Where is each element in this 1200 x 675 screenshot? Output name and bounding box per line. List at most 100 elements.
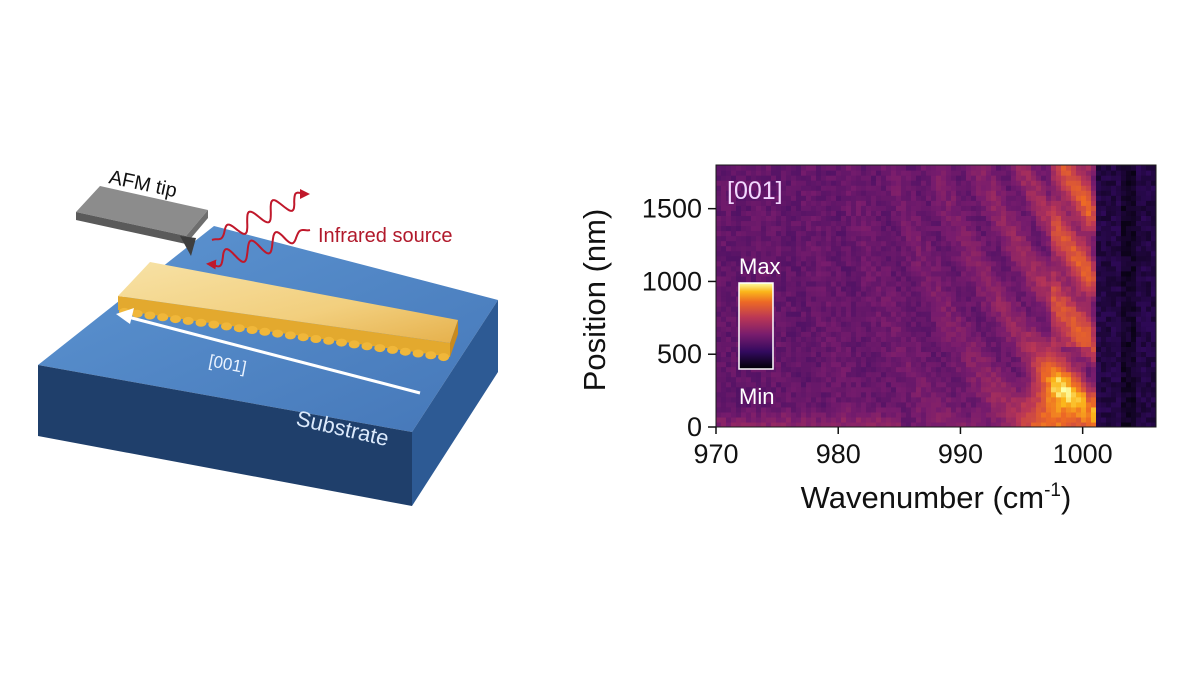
heatmap-cell [771, 230, 777, 237]
heatmap-cell [736, 205, 742, 211]
heatmap-cell [871, 225, 877, 232]
heatmap-cell [1116, 215, 1122, 222]
heatmap-cell [721, 321, 727, 327]
heatmap-cell [1071, 421, 1077, 427]
heatmap-cell [1041, 401, 1047, 408]
heatmap-cell [1121, 381, 1127, 388]
heatmap-cell [781, 341, 787, 347]
heatmap-cell [1126, 351, 1132, 358]
heatmap-cell [1151, 301, 1156, 307]
heatmap-cell [1066, 250, 1072, 257]
heatmap-cell [836, 306, 842, 312]
heatmap-cell [791, 381, 797, 388]
heatmap-cell [1036, 386, 1042, 393]
heatmap-cell [1106, 296, 1112, 302]
heatmap-cell [1116, 280, 1122, 287]
heatmap-cell [771, 366, 777, 373]
heatmap-cell [916, 195, 922, 201]
heatmap-cell [881, 235, 887, 242]
heatmap-cell [786, 351, 792, 358]
heatmap-cell [781, 290, 787, 297]
heatmap-cell [976, 230, 982, 237]
heatmap-cell [996, 401, 1002, 408]
heatmap-cell [831, 411, 837, 418]
heatmap-cell [1031, 290, 1037, 297]
heatmap-cell [1051, 306, 1057, 312]
heatmap-cell [1001, 260, 1007, 267]
heatmap-cell [801, 225, 807, 232]
heatmap-cell [971, 210, 977, 216]
heatmap-cell [891, 356, 897, 363]
heatmap-cell [716, 351, 722, 358]
heatmap-cell [816, 200, 822, 206]
heatmap-cell [751, 165, 757, 171]
heatmap-cell [961, 321, 967, 327]
heatmap-cell [1091, 331, 1097, 337]
heatmap-cell [1036, 245, 1042, 252]
heatmap-cell [1141, 225, 1147, 232]
heatmap-cell [931, 265, 937, 272]
heatmap-cell [891, 240, 897, 247]
heatmap-cell [811, 421, 817, 427]
heatmap-cell [1081, 175, 1087, 181]
heatmap-cell [716, 376, 722, 383]
heatmap-cell [896, 356, 902, 363]
heatmap-cell [861, 215, 867, 222]
heatmap-cell [906, 200, 912, 206]
heatmap-cell [786, 321, 792, 327]
heatmap-cell [1026, 285, 1032, 292]
heatmap-cell [746, 230, 752, 237]
heatmap-cell [851, 386, 857, 393]
heatmap-cell [756, 401, 762, 408]
heatmap-cell [826, 265, 832, 272]
heatmap-cell [966, 371, 972, 378]
heatmap-cell [981, 255, 987, 262]
edge-bump [297, 333, 309, 342]
heatmap-cell [946, 195, 952, 201]
heatmap-cell [1006, 245, 1012, 252]
heatmap-cell [771, 210, 777, 216]
heatmap-cell [821, 341, 827, 347]
heatmap-cell [901, 270, 907, 277]
heatmap-cell [876, 306, 882, 312]
heatmap-cell [1151, 265, 1156, 272]
heatmap-cell [896, 301, 902, 307]
heatmap-cell [1036, 411, 1042, 418]
heatmap-cell [796, 386, 802, 393]
heatmap-cell [786, 356, 792, 363]
heatmap-cell [996, 205, 1002, 211]
heatmap-cell [936, 165, 942, 171]
heatmap-cell [1116, 180, 1122, 186]
heatmap-cell [796, 346, 802, 353]
heatmap-cell [936, 260, 942, 267]
heatmap-cell [811, 250, 817, 257]
heatmap-cell [1111, 210, 1117, 216]
heatmap-cell [1096, 331, 1102, 337]
heatmap-cell [891, 296, 897, 302]
heatmap-cell [941, 280, 947, 287]
heatmap-cell [1066, 240, 1072, 247]
heatmap-cell [1106, 255, 1112, 262]
heatmap-cell [891, 165, 897, 171]
heatmap-cell [861, 391, 867, 398]
heatmap-cell [961, 376, 967, 383]
heatmap-cell [811, 275, 817, 282]
heatmap-cell [1076, 351, 1082, 358]
heatmap-cell [731, 225, 737, 232]
heatmap-cell [1061, 406, 1067, 413]
heatmap-cell [766, 225, 772, 232]
heatmap-cell [1001, 411, 1007, 418]
heatmap-cell [1091, 245, 1097, 252]
heatmap-cell [976, 346, 982, 353]
heatmap-cell [786, 290, 792, 297]
heatmap-cell [1031, 361, 1037, 368]
heatmap-cell [781, 356, 787, 363]
heatmap-cell [1041, 220, 1047, 227]
heatmap-cell [771, 346, 777, 353]
heatmap-cell [846, 386, 852, 393]
heatmap-cell [896, 200, 902, 206]
heatmap-cell [826, 225, 832, 232]
heatmap-cell [821, 265, 827, 272]
heatmap-cell [1016, 230, 1022, 237]
heatmap-cell [741, 265, 747, 272]
